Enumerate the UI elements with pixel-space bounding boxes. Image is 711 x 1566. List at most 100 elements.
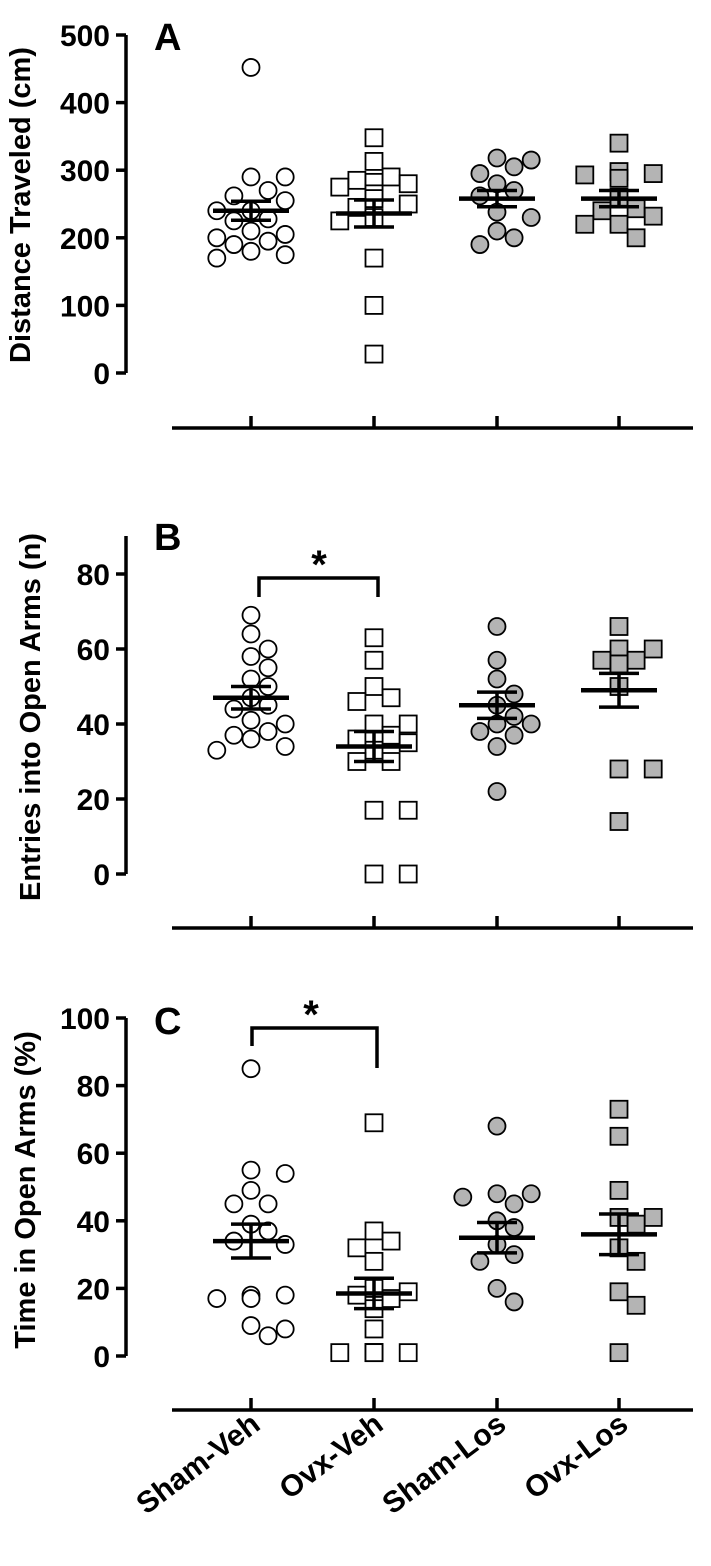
panel-b-point-sham-los-11 [487,782,507,801]
panel-b-ylabel: Entries into Open Arms (n) [15,533,47,901]
panel-b-point-sham-veh-2 [258,639,278,659]
panel-a-ytick-200: 200 [60,223,126,256]
panel-c: Time in Open Arms (%) C 100 80 60 40 20 … [10,993,693,1412]
panel-c-ytick-label-40: 40 [77,1206,110,1239]
panel-a-point-ovx-veh-15 [364,344,384,364]
panel-b-ytick-40: 40 [77,709,126,742]
panel-b-point-sham-los-8 [470,722,490,741]
panel-a-point-ovx-los-11 [626,228,646,248]
panel-b-ytick-0: 0 [93,859,126,892]
panel-a-point-sham-veh-14 [224,235,244,254]
panel-c-point-sham-veh-1 [241,1160,261,1180]
panel-b-point-sham-veh-4 [258,658,278,678]
panel-c-point-sham-veh-16 [258,1326,278,1346]
panel-a-point-ovx-los-6 [626,199,646,219]
panel-c-ytick-label-60: 60 [77,1138,110,1171]
panel-c-point-sham-los-2 [521,1184,541,1204]
panel-b-point-sham-veh-10 [241,710,261,730]
panel-c-point-ovx-los-4 [643,1208,663,1227]
panel-a-ytick-label-300: 300 [60,155,110,188]
panel-b-ytick-label-80: 80 [77,559,110,592]
panel-b-point-ovx-veh-1 [364,650,384,670]
panel-c-ytick-60: 60 [77,1138,126,1171]
panel-a: Distance Traveled (cm) A 500 400 300 200… [5,17,693,430]
panel-c-point-ovx-los-8 [609,1282,629,1302]
panel-b-point-sham-veh-16 [207,740,227,760]
panel-a-point-sham-veh-3 [258,181,278,200]
x-label-sham-los: Sham-Los [377,1407,513,1521]
panel-c-point-ovx-veh-10 [364,1319,384,1339]
panel-b-point-sham-los-10 [487,737,507,756]
panel-c-point-ovx-veh-4 [364,1251,384,1271]
panel-b-point-sham-los-3 [504,684,524,704]
panel-b-letter: B [154,517,181,559]
panel-c-point-sham-veh-14 [241,1316,261,1335]
panel-c-ytick-0: 0 [93,1341,126,1374]
panel-b-point-ovx-veh-6 [398,714,418,734]
panel-c-ytick-20: 20 [77,1273,126,1306]
panel-c-point-sham-los-1 [487,1184,507,1204]
panel-a-point-ovx-veh-1 [364,152,384,171]
panel-a-point-ovx-los-7 [592,201,612,221]
x-label-sham-veh: Sham-Veh [131,1407,267,1521]
panel-a-point-ovx-veh-13 [364,248,384,268]
panel-a-point-sham-veh-2 [275,167,295,187]
panel-a-ytick-label-500: 500 [60,20,110,53]
panel-a-point-ovx-veh-6 [330,177,350,197]
panel-c-ytick-80: 80 [77,1071,126,1104]
panel-c-point-ovx-veh-16 [364,1343,384,1363]
panel-a-letter: A [154,17,181,59]
panel-a-point-sham-los-1 [521,150,541,170]
panel-a-ytick-label-400: 400 [60,88,110,121]
panel-c-ytick-label-80: 80 [77,1071,110,1104]
panel-a-point-sham-veh-16 [275,245,295,265]
panel-b-point-sham-veh-15 [275,737,295,756]
panel-b-point-ovx-los-10 [609,812,629,831]
panel-a-point-sham-los-2 [504,157,524,177]
panel-b-ytick-80: 80 [77,559,126,592]
panel-c-point-ovx-veh-2 [381,1231,401,1251]
panel-a-point-ovx-los-3 [575,165,595,185]
panel-a-point-ovx-veh-0 [364,128,384,148]
panel-c-point-sham-veh-13 [241,1289,261,1308]
panel-a-axes [124,35,693,430]
panel-b-point-ovx-los-3 [626,650,646,670]
panel-b-ytick-label-40: 40 [77,709,110,742]
panel-b-ytick-label-0: 0 [93,859,110,892]
panel-b-significance-bracket [257,576,380,597]
panel-b-point-ovx-los-8 [609,759,629,779]
panel-a-point-sham-los-3 [470,164,490,183]
panel-a-point-ovx-veh-2 [381,167,401,187]
x-label-ovx-veh: Ovx-Veh [273,1407,389,1506]
panel-b-ytick-20: 20 [77,784,126,817]
panel-b-point-sham-veh-14 [241,729,261,749]
panel-b-point-ovx-los-2 [643,639,663,659]
panel-b-point-sham-veh-3 [241,647,261,666]
panel-b-point-ovx-los-0 [609,617,629,636]
panel-b-point-sham-veh-1 [241,624,261,644]
panel-c-point-ovx-veh-3 [347,1238,367,1258]
panel-c-point-ovx-los-5 [626,1214,646,1234]
panel-b-point-sham-veh-0 [241,605,261,625]
panel-a-ytick-500: 500 [60,20,126,53]
panel-b-ytick-label-60: 60 [77,634,110,667]
panel-b-marks [207,605,663,884]
panel-a-point-ovx-los-2 [643,164,663,183]
panel-a-point-ovx-veh-5 [398,174,418,194]
panel-b: Entries into Open Arms (n) B 80 60 40 20… [15,517,693,930]
panel-a-ytick-300: 300 [60,155,126,188]
panel-a-point-ovx-veh-9 [398,194,418,214]
panel-b-point-sham-veh-12 [258,722,278,741]
panel-b-point-ovx-veh-0 [364,628,384,648]
panel-b-point-ovx-veh-2 [364,677,384,696]
panel-b-point-sham-los-7 [521,714,541,734]
panel-c-point-ovx-veh-1 [364,1221,384,1241]
panel-a-point-ovx-los-8 [643,206,663,226]
panel-c-ytick-label-100: 100 [60,1003,110,1036]
panel-c-point-sham-veh-9 [275,1235,295,1254]
panel-a-point-sham-veh-0 [241,58,261,77]
panel-c-point-ovx-los-10 [609,1343,629,1363]
panel-a-point-ovx-veh-3 [347,170,367,190]
panel-c-point-sham-los-3 [453,1187,473,1207]
